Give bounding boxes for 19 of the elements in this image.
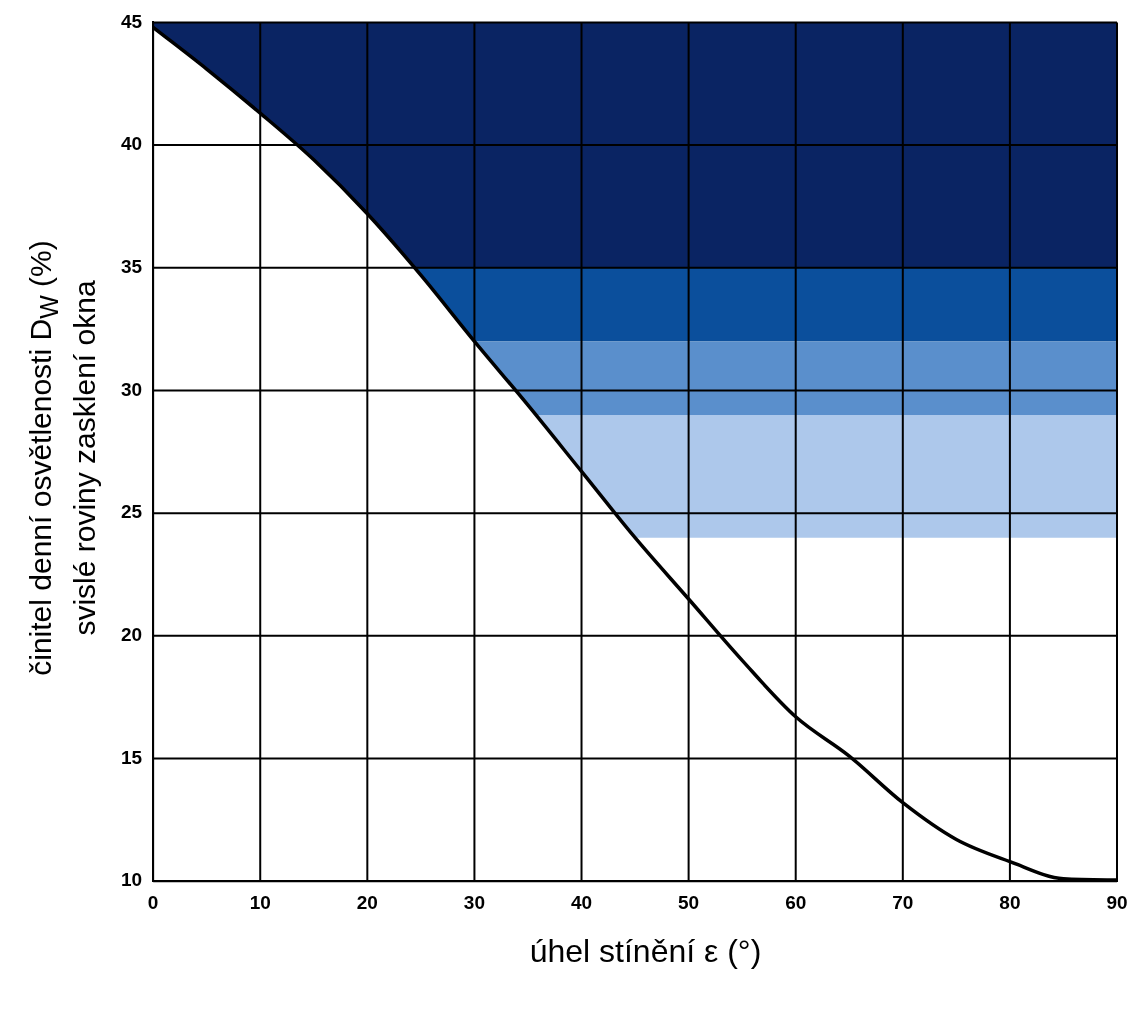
- y-tick-label: 10: [120, 869, 143, 891]
- x-tick-label: 40: [570, 891, 593, 913]
- x-tick-label: 10: [249, 891, 271, 913]
- y-tick-label: 30: [120, 378, 143, 400]
- x-axis-title: úhel stínění ε (°): [528, 933, 763, 970]
- x-tick-label: 60: [785, 891, 807, 913]
- y-tick-label: 15: [120, 746, 143, 768]
- y-tick-label: 45: [120, 10, 143, 32]
- y-tick-label: 20: [120, 624, 143, 646]
- x-tick-label: 30: [463, 891, 485, 913]
- x-tick-label: 0: [147, 891, 159, 913]
- x-tick-label: 50: [678, 891, 700, 913]
- y-tick-label: 25: [120, 501, 143, 523]
- x-tick-label: 70: [892, 891, 914, 913]
- x-tick-label: 90: [1106, 891, 1128, 913]
- x-tick-label: 80: [999, 891, 1021, 913]
- y-tick-label: 40: [120, 133, 143, 155]
- y-tick-label: 35: [120, 256, 143, 278]
- x-tick-label: 20: [356, 891, 378, 913]
